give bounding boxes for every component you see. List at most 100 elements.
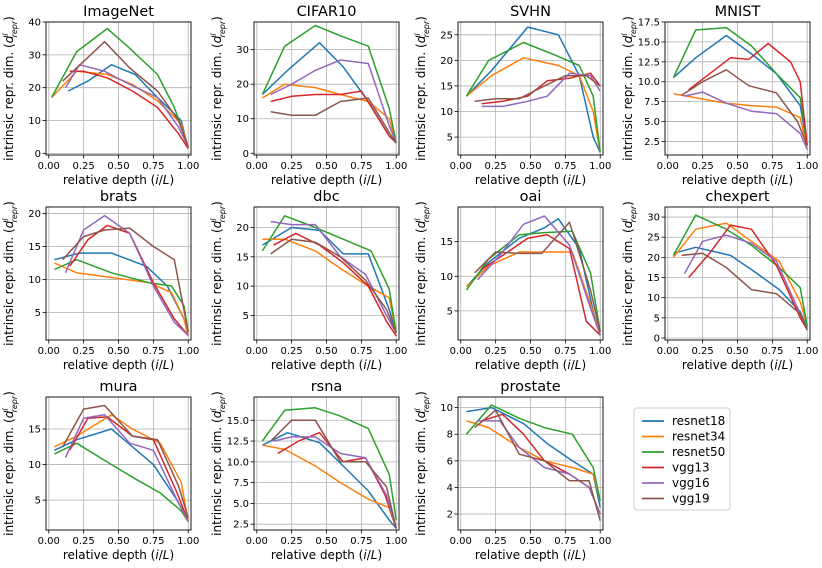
x-axis-label: relative depth (i/L): [682, 358, 793, 372]
series-line-resnet18: [672, 34, 808, 146]
legend-item: vgg16: [642, 476, 710, 490]
series-line-resnet50: [672, 26, 808, 146]
series-line-resnet34: [673, 92, 808, 150]
y-tick-label: 7.5: [233, 478, 249, 489]
chart-title: prostate: [500, 379, 561, 395]
x-axis-label: relative depth (i/L): [63, 173, 174, 187]
series-line-resnet34: [51, 70, 189, 148]
gridlines: [46, 21, 191, 155]
y-tick-label: 15: [440, 81, 453, 92]
y-tick-label: 5.0: [644, 117, 660, 128]
y-tick-label: 7.5: [644, 97, 660, 108]
x-tick-label: 0.75: [142, 346, 164, 357]
series-line-vgg16: [273, 436, 397, 529]
chart-mura: 0.00 0.25 0.50 0.75 1.00 5 10 15 mura relative de…: [1, 379, 199, 562]
legend-label: resnet50: [672, 445, 725, 459]
x-tick-label: 0.75: [350, 536, 372, 547]
y-tick-label: 0: [243, 149, 249, 160]
y-tick-label: 10: [440, 272, 453, 283]
x-tick-label: 1.00: [177, 161, 199, 172]
series-line-vgg13: [69, 70, 189, 149]
y-axis-label: intrinsic repr. dim. (dlrepr): [413, 201, 431, 346]
x-tick-label: 0.75: [554, 536, 576, 547]
gridlines: [46, 397, 191, 530]
series-line-resnet50: [261, 215, 397, 334]
series-line-resnet18: [262, 226, 397, 334]
series-line-vgg16: [684, 91, 808, 150]
x-tick-label: 1.00: [177, 346, 199, 357]
gridlines: [458, 207, 603, 340]
y-tick-label: 8: [447, 430, 453, 441]
x-tick-label: 0.25: [485, 161, 507, 172]
y-tick-label: 5: [654, 313, 660, 324]
x-axis-label: relative depth (i/L): [271, 358, 382, 372]
chart-title: mura: [99, 379, 137, 395]
x-tick-label: 0.25: [485, 536, 507, 547]
gridlines: [254, 207, 399, 340]
x-tick-label: 0.00: [450, 346, 472, 357]
y-tick-label: 15.0: [227, 416, 249, 427]
legend-box: [633, 407, 731, 511]
x-tick-label: 0.75: [142, 536, 164, 547]
y-tick-label: 10: [236, 282, 249, 293]
chart-title: ImageNet: [83, 4, 154, 20]
series-line-resnet50: [261, 24, 397, 144]
series-line-vgg13: [481, 72, 601, 105]
x-tick-label: 0.25: [692, 346, 714, 357]
y-tick-label: 15: [440, 237, 453, 248]
series-line-vgg13: [481, 233, 601, 336]
x-tick-label: 0.25: [281, 536, 303, 547]
series-line-resnet50: [261, 407, 397, 521]
y-axis-label: intrinsic repr. dim. (dlrepr): [209, 391, 227, 536]
x-axis-label: relative depth (i/L): [682, 173, 793, 187]
chart-mnist: 0.00 0.25 0.50 0.75 1.00 2.5 5.0 7.5 10.0 12.5 15.…: [620, 4, 818, 187]
x-tick-label: 1.00: [385, 536, 407, 547]
series-line-resnet50: [465, 404, 601, 501]
series-group: [672, 26, 808, 150]
x-tick-label: 0.75: [554, 346, 576, 357]
y-tick-label: 30: [236, 45, 249, 56]
y-axis-label: intrinsic repr. dim. (dlrepr): [1, 201, 19, 346]
x-tick-label: 0.00: [246, 346, 268, 357]
x-axis-label: relative depth (i/L): [271, 548, 382, 562]
y-tick-label: 2: [447, 510, 453, 521]
x-tick-label: 0.00: [657, 346, 679, 357]
x-tick-label: 0.25: [281, 346, 303, 357]
x-tick-label: 1.00: [177, 536, 199, 547]
series-line-vgg19: [62, 404, 189, 519]
chart-chexpert: 0.00 0.25 0.50 0.75 1.00 0 5 10 15 20 25 30 chexpert…: [620, 189, 818, 372]
series-line-vgg19: [474, 409, 601, 521]
y-tick-label: 0: [654, 333, 660, 344]
series-line-vgg19: [681, 252, 808, 331]
chart-imagenet: 0.00 0.25 0.50 0.75 1.00 0 10 20 30 40 ImageNet rel…: [1, 4, 199, 187]
y-tick-label: 20: [28, 83, 41, 94]
legend-label: vgg13: [672, 461, 710, 475]
y-tick-label: 2.5: [644, 137, 660, 148]
series-group: [50, 27, 189, 149]
y-axis-label: intrinsic repr. dim. (dlrepr): [1, 391, 19, 536]
x-tick-label: 0.75: [761, 346, 783, 357]
chart-title: dbc: [313, 189, 339, 205]
y-tick-label: 12.5: [638, 57, 660, 68]
chart-title: oai: [520, 189, 542, 205]
x-tick-label: 0.25: [73, 346, 95, 357]
series-line-resnet50: [465, 230, 601, 332]
legend-item: resnet18: [642, 414, 725, 428]
y-axis-label: intrinsic repr. dim. (dlrepr): [620, 201, 638, 346]
x-tick-label: 0.50: [519, 161, 541, 172]
gridlines: [458, 22, 603, 155]
x-tick-label: 0.00: [38, 161, 60, 172]
chart-title: MNIST: [715, 4, 761, 20]
chart-oai: 0.00 0.25 0.50 0.75 1.00 5 10 15 oai relative dep…: [413, 189, 611, 372]
x-tick-label: 0.50: [107, 536, 129, 547]
x-axis-label: relative depth (i/L): [63, 358, 174, 372]
x-tick-label: 0.50: [315, 161, 337, 172]
series-line-resnet50: [54, 442, 189, 522]
chart-title: chexpert: [705, 189, 769, 205]
chart-title: SVHN: [510, 4, 551, 20]
series-line-resnet18: [673, 246, 808, 329]
x-tick-label: 0.00: [38, 346, 60, 357]
series-line-vgg16: [477, 420, 601, 515]
